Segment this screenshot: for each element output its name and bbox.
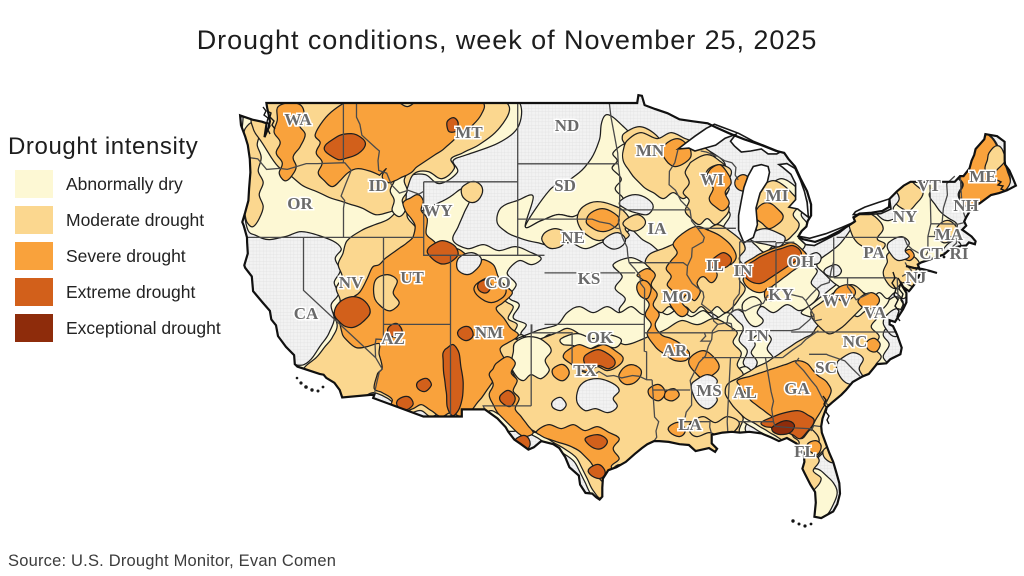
svg-text:AZ: AZ [381,329,405,348]
svg-text:NM: NM [475,323,503,342]
svg-text:MT: MT [455,123,483,142]
svg-text:AL: AL [733,383,757,402]
svg-text:ME: ME [969,167,996,186]
svg-text:FL: FL [794,442,816,461]
svg-text:WI: WI [700,170,724,189]
svg-text:AR: AR [663,341,688,360]
svg-text:NE: NE [561,228,585,247]
svg-text:CT: CT [919,244,943,263]
svg-text:WV: WV [822,291,852,310]
svg-text:MS: MS [696,381,722,400]
svg-text:NY: NY [893,207,918,226]
svg-text:KS: KS [578,269,601,288]
svg-text:UT: UT [400,268,424,287]
svg-text:IN: IN [734,261,754,280]
svg-text:VT: VT [917,176,941,195]
svg-text:KY: KY [768,285,794,304]
svg-text:WY: WY [423,201,452,220]
svg-text:NJ: NJ [906,268,927,287]
svg-text:MN: MN [636,141,665,160]
svg-text:ID: ID [369,176,388,195]
svg-text:GA: GA [784,379,810,398]
svg-text:OR: OR [287,194,313,213]
svg-text:IL: IL [706,256,724,275]
svg-text:WA: WA [284,110,312,129]
svg-text:OK: OK [587,328,614,347]
svg-text:MO: MO [662,287,691,306]
svg-text:OH: OH [788,252,814,271]
svg-text:NC: NC [843,332,868,351]
svg-text:RI: RI [950,244,969,263]
svg-text:CO: CO [485,273,511,292]
svg-text:NV: NV [339,273,364,292]
svg-text:CA: CA [294,304,319,323]
svg-text:MI: MI [766,186,789,205]
svg-text:IA: IA [648,219,668,238]
svg-text:ND: ND [555,116,580,135]
svg-text:PA: PA [863,243,885,262]
svg-text:LA: LA [678,415,702,434]
svg-text:NH: NH [953,196,979,215]
svg-text:TN: TN [745,326,769,345]
svg-text:SC: SC [815,358,837,377]
svg-text:MA: MA [935,225,964,244]
svg-text:TX: TX [573,361,597,380]
svg-text:SD: SD [554,176,576,195]
svg-text:VA: VA [864,303,887,322]
